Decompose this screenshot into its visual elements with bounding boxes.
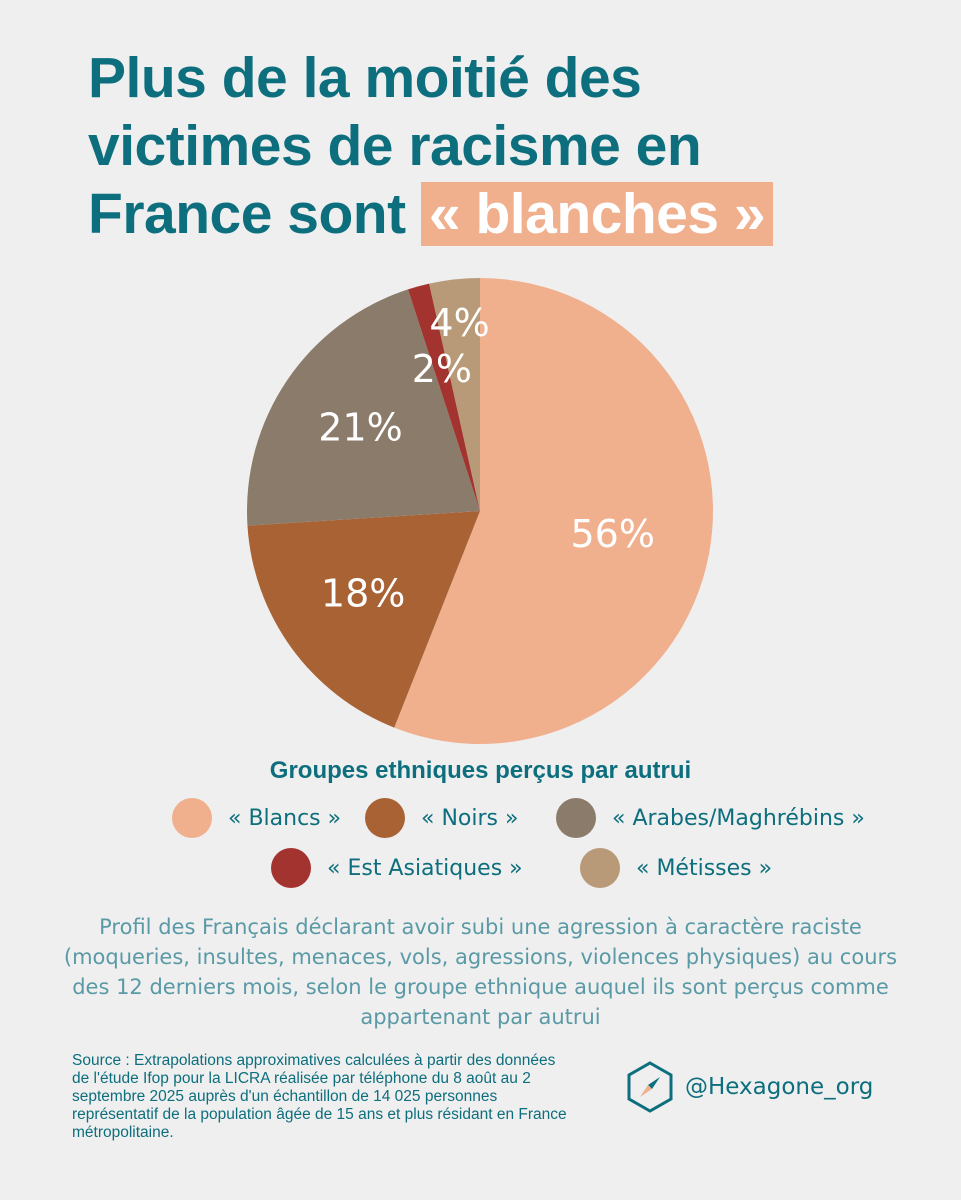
legend-swatch-noirs — [365, 798, 405, 838]
pie-chart: 56% 18% 21%2%4% — [247, 278, 713, 744]
legend-swatch-arabes — [556, 798, 596, 838]
title-line-3-prefix: France sont — [88, 182, 421, 246]
pie-slice-metisses — [429, 278, 480, 511]
title-line-2: victimes de racisme en — [88, 114, 702, 178]
legend-item-arabes: « Arabes/Maghrébins » — [556, 798, 865, 838]
legend-item-noirs: « Noirs » — [365, 798, 518, 838]
legend-label-arabes: « Arabes/Maghrébins » — [612, 805, 865, 831]
legend-label-est-asiatiques: « Est Asiatiques » — [327, 855, 523, 881]
pie-labels: 56% 18% 21%2%4% — [318, 301, 655, 615]
brand-handle: @Hexagone_org — [685, 1074, 874, 1100]
legend-swatch-metisses — [580, 848, 620, 888]
legend-swatch-blancs — [172, 798, 212, 838]
source-note: Source : Extrapolations approximatives c… — [72, 1052, 567, 1141]
pie-slice-arabes — [247, 289, 480, 526]
pie-label-arabes: 21% — [318, 405, 402, 449]
title-line-1: Plus de la moitié des — [88, 46, 642, 110]
legend-item-metisses: « Métisses » — [580, 848, 772, 888]
pie-label-asiatiques: 2% — [412, 347, 472, 391]
title-highlight: « blanches » — [420, 182, 774, 246]
legend-swatch-est-asiatiques — [271, 848, 311, 888]
legend-label-metisses: « Métisses » — [636, 855, 773, 881]
pie-slices — [247, 278, 713, 744]
legend-item-est-asiatiques: « Est Asiatiques » — [271, 848, 523, 888]
brand[interactable]: @Hexagone_org — [625, 1060, 873, 1114]
pie-slice-blancs — [394, 278, 713, 744]
page-title: Plus de la moitié des victimes de racism… — [88, 44, 928, 248]
legend-item-blancs: « Blancs » — [172, 798, 341, 838]
title-line-3: France sont « blanches » — [88, 180, 928, 248]
legend-title: Groupes ethniques perçus par autrui — [269, 757, 692, 784]
pie-slice-asiatiques — [407, 283, 480, 511]
legend-label-noirs: « Noirs » — [421, 805, 519, 831]
legend-label-blancs: « Blancs » — [228, 805, 342, 831]
pie-label-metisses: 4% — [429, 301, 489, 345]
pie-slice-noirs — [247, 511, 480, 728]
compass-hexagon-icon — [627, 1061, 673, 1113]
pie-label-blancs: 56% — [571, 512, 655, 556]
pie-label-noirs: 18% — [321, 571, 405, 615]
chart-description: Profil des Français déclarant avoir subi… — [63, 915, 898, 1029]
